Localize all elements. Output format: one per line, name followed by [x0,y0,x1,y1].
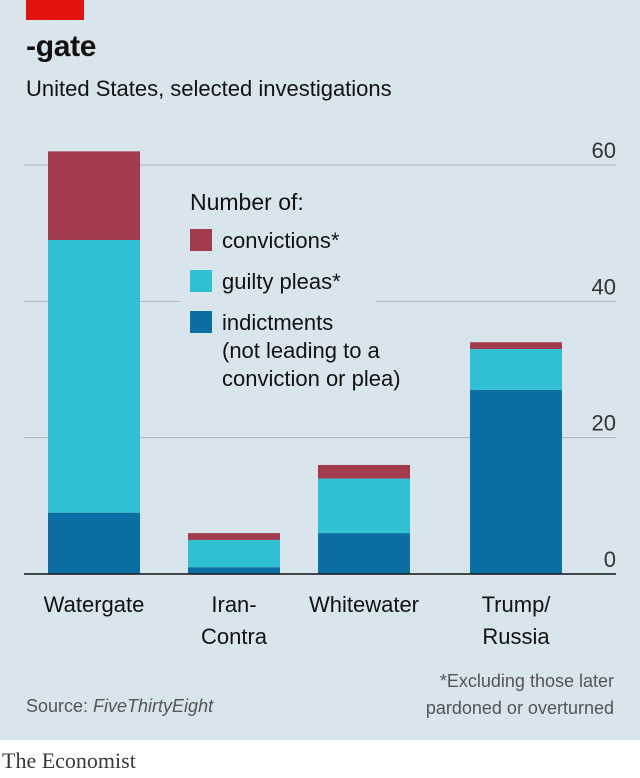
chart-title: -gate [26,30,97,63]
bar-segment-indictments [48,512,140,574]
footnote: *Excluding those later pardoned or overt… [426,668,614,722]
legend-swatch-indictments [190,311,212,333]
legend-heading: Number of: [190,189,304,215]
bar-segment-indictments [318,533,410,574]
footnote-line: *Excluding those later [439,671,614,691]
source-name: FiveThirtyEight [93,696,214,716]
y-tick-label: 60 [592,138,616,163]
legend-background [180,180,376,402]
x-category-label: Trump/ [482,592,552,617]
brand-logo-text: The Economist [2,748,136,773]
x-category-label: Russia [482,624,550,649]
x-category-label: Watergate [44,592,145,617]
x-category-label: Whitewater [309,592,419,617]
legend-swatch-guilty_pleas [190,270,212,292]
bar-segment-convictions [318,464,410,479]
footnote-line: pardoned or overturned [425,698,614,718]
brand-red-tag [26,0,84,20]
bar-segment-guilty_pleas [188,539,280,568]
legend-label-indictments: (not leading to a [222,338,381,363]
y-tick-label: 40 [592,274,616,299]
y-tick-label: 20 [592,411,616,436]
stacked-bar-chart: 0 20 40 60 Watergate Iran- Contra Whitewater Tru… [24,138,616,649]
legend-label-convictions: convictions* [222,228,340,253]
bar-segment-convictions [470,342,562,350]
legend-swatch-convictions [190,229,212,251]
source-label: Source: [26,696,94,716]
bar-segment-guilty_pleas [470,349,562,390]
legend-label-indictments: conviction or plea) [222,366,401,391]
bar-segment-guilty_pleas [48,239,140,513]
bar-segment-convictions [188,533,280,540]
legend-label-guilty_pleas: guilty pleas* [222,269,341,294]
bar-segment-guilty_pleas [318,478,410,534]
legend-label-indictments: indictments [222,310,333,335]
bar-segment-indictments [188,567,280,574]
x-category-label: Contra [201,624,268,649]
bar-segment-indictments [470,389,562,574]
chart-subtitle: United States, selected investigations [26,76,392,101]
bar-segment-convictions [48,151,140,240]
x-category-label: Iran- [211,592,256,617]
source-note: Source: FiveThirtyEight [26,696,213,717]
y-tick-label: 0 [604,547,616,572]
